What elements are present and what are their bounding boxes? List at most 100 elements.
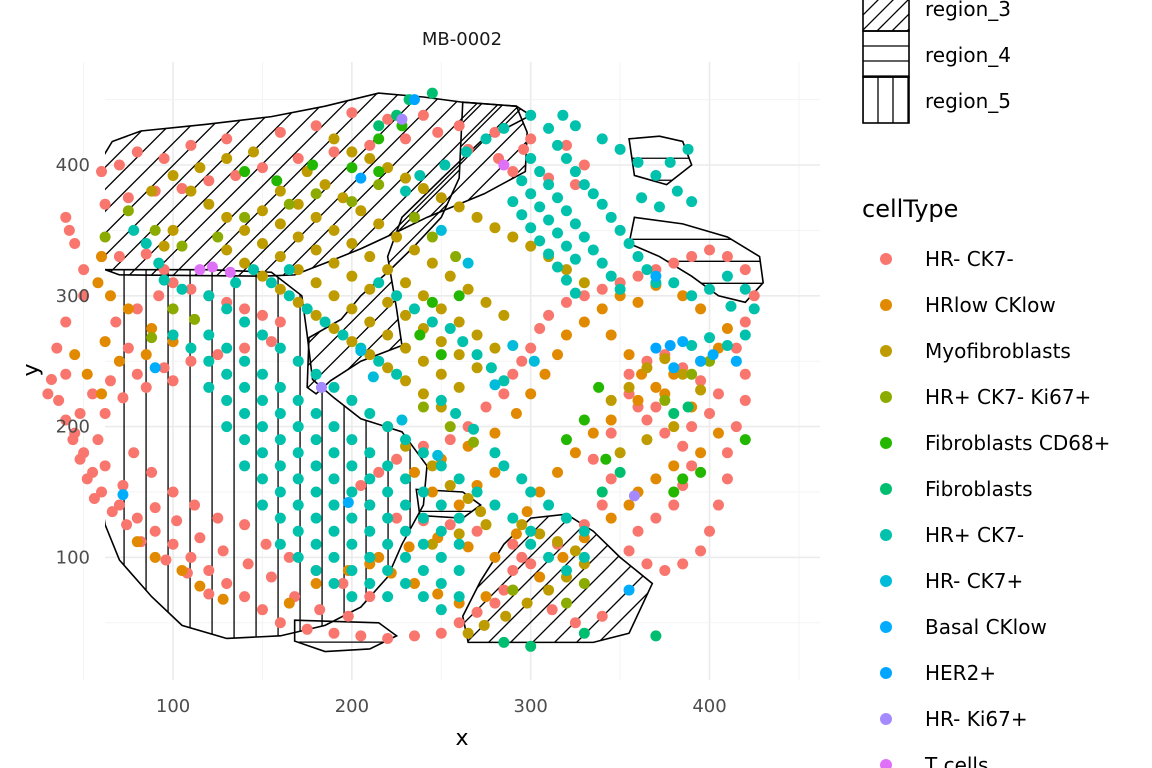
cell-point bbox=[239, 519, 251, 531]
cell-point bbox=[396, 414, 408, 426]
cell-point bbox=[677, 336, 689, 348]
cell-point bbox=[552, 227, 564, 239]
cell-point bbox=[256, 368, 268, 380]
cell-point bbox=[212, 231, 224, 243]
cell-point bbox=[382, 486, 394, 498]
cell-point bbox=[668, 421, 680, 433]
cell-point bbox=[489, 222, 501, 234]
cell-point bbox=[274, 381, 286, 393]
cell-point bbox=[587, 427, 599, 439]
cell-point bbox=[695, 466, 707, 478]
region-legend-box bbox=[862, 30, 910, 78]
cell-point bbox=[498, 388, 510, 400]
cell-point bbox=[525, 640, 537, 652]
celltype-legend-swatch bbox=[880, 391, 892, 403]
cell-point bbox=[256, 329, 268, 341]
cell-point bbox=[507, 512, 519, 524]
cell-point bbox=[167, 538, 179, 550]
celltype-legend-swatch bbox=[880, 621, 892, 633]
cell-point bbox=[632, 270, 644, 282]
cell-point bbox=[408, 578, 420, 590]
cell-point bbox=[408, 94, 420, 106]
hatch-line bbox=[598, 514, 653, 643]
cell-point bbox=[704, 283, 716, 295]
cell-point bbox=[721, 322, 733, 334]
cell-point bbox=[373, 166, 385, 178]
cell-point bbox=[274, 538, 286, 550]
cell-point bbox=[400, 309, 412, 321]
cell-point bbox=[373, 466, 385, 478]
cell-point bbox=[104, 290, 116, 302]
cell-point bbox=[435, 303, 447, 315]
cell-point bbox=[342, 496, 354, 508]
cell-point bbox=[92, 434, 104, 446]
cell-point bbox=[310, 434, 322, 446]
region-legend-hatch bbox=[863, 0, 909, 31]
cell-point bbox=[364, 578, 376, 590]
cell-point bbox=[560, 240, 572, 252]
cell-point bbox=[471, 486, 483, 498]
cell-point bbox=[480, 519, 492, 531]
cell-point bbox=[158, 240, 170, 252]
plot-panel: 100 200 300 400 100 200 300 400 bbox=[42, 62, 820, 717]
cell-point bbox=[146, 332, 158, 344]
cell-point bbox=[364, 551, 376, 563]
cell-point bbox=[256, 394, 268, 406]
cell-point bbox=[453, 528, 465, 540]
cell-point bbox=[391, 231, 403, 243]
cell-point bbox=[346, 460, 358, 472]
cell-point bbox=[623, 349, 635, 361]
hatch-line bbox=[863, 0, 879, 16]
cell-point bbox=[171, 515, 183, 527]
cell-point bbox=[382, 538, 394, 550]
cell-point bbox=[435, 499, 447, 511]
cell-point bbox=[730, 342, 742, 354]
cell-point bbox=[167, 303, 179, 315]
cell-point bbox=[668, 460, 680, 472]
cell-point bbox=[45, 374, 57, 386]
cell-point bbox=[605, 427, 617, 439]
cell-point bbox=[462, 627, 474, 639]
cell-point bbox=[730, 421, 742, 433]
cell-point bbox=[543, 179, 555, 191]
hatch-line bbox=[499, 102, 531, 394]
cell-point bbox=[408, 303, 420, 315]
cell-point bbox=[292, 231, 304, 243]
hatch-line bbox=[127, 93, 312, 277]
cell-point bbox=[256, 604, 268, 616]
cell-point bbox=[614, 283, 626, 295]
cell-point bbox=[471, 329, 483, 341]
cell-point bbox=[274, 218, 286, 230]
cell-point bbox=[346, 434, 358, 446]
celltype-legend-label: Fibroblasts bbox=[925, 477, 1033, 501]
cell-point bbox=[641, 414, 653, 426]
celltype-legend-swatch bbox=[880, 345, 892, 357]
cell-point bbox=[292, 355, 304, 367]
cell-point bbox=[560, 205, 572, 217]
cell-point bbox=[596, 283, 608, 295]
cell-point bbox=[69, 349, 81, 361]
cell-point bbox=[382, 264, 394, 276]
series-HR+ CK7- Ki67+ bbox=[99, 179, 716, 609]
region-legend-box bbox=[862, 76, 910, 124]
cell-point bbox=[560, 139, 572, 151]
cell-point bbox=[671, 185, 683, 197]
cell-point bbox=[552, 536, 564, 548]
cell-point bbox=[337, 329, 349, 341]
cell-point bbox=[632, 251, 644, 263]
cell-point bbox=[382, 564, 394, 576]
celltype-legend-swatch bbox=[880, 483, 892, 495]
region-polygon-region_4 bbox=[293, 619, 399, 653]
cell-point bbox=[382, 632, 394, 644]
cell-point bbox=[117, 489, 129, 501]
cell-point bbox=[721, 339, 733, 351]
cell-point bbox=[695, 355, 707, 367]
cell-point bbox=[628, 490, 640, 502]
cell-point bbox=[221, 578, 233, 590]
cell-point bbox=[256, 270, 268, 282]
cell-point bbox=[739, 368, 751, 380]
cell-point bbox=[185, 185, 197, 197]
cell-point bbox=[158, 152, 170, 164]
cell-point bbox=[203, 381, 215, 393]
cell-point bbox=[239, 166, 251, 178]
